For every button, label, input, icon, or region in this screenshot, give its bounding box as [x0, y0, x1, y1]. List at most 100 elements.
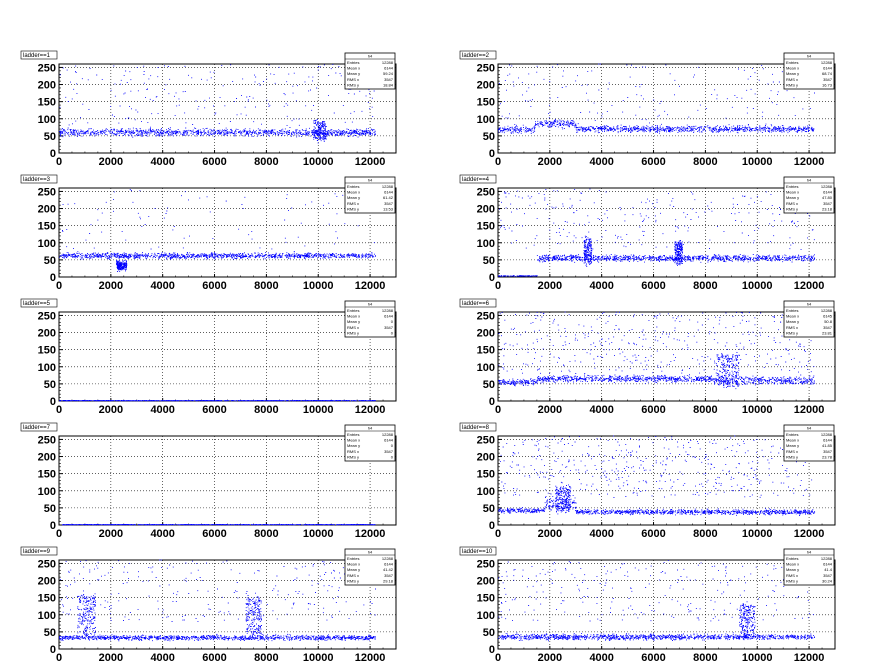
y-tick-label: 50	[44, 131, 56, 143]
stats-label: RMS x	[347, 573, 359, 578]
stats-value: 3547	[823, 449, 833, 454]
x-tick-label: 6000	[202, 280, 226, 292]
stats-label: Entries	[786, 432, 798, 437]
y-tick-label: 0	[489, 148, 495, 160]
stats-label: Entries	[786, 184, 798, 189]
stats-value: 0	[391, 443, 394, 448]
y-tick-label: 150	[38, 221, 56, 233]
stats-value: 23.81	[822, 330, 833, 335]
stats-box: h4 Entries 12288 Mean x 6144 Mean y 0 RMS x 3547…	[344, 424, 396, 462]
stats-label: Mean x	[786, 438, 799, 443]
x-tick-label: 4000	[589, 404, 613, 416]
y-tick-label: 200	[38, 576, 56, 588]
y-tick-label: 200	[477, 204, 495, 216]
x-tick-label: 10000	[742, 280, 773, 292]
stats-label: Mean x	[786, 66, 799, 71]
stats-value: 12288	[382, 432, 394, 437]
x-tick-label: 10000	[303, 528, 334, 540]
stats-label: Mean y	[786, 195, 799, 200]
stats-label: Mean y	[786, 567, 799, 572]
stats-label: Mean y	[786, 71, 799, 76]
y-tick-label: 100	[477, 362, 495, 374]
stats-value: 61.42	[383, 195, 394, 200]
stats-label: RMS y	[786, 82, 798, 87]
x-tick-label: 4000	[589, 528, 613, 540]
y-tick-label: 150	[38, 97, 56, 109]
stats-value: 50.8	[824, 319, 833, 324]
scatter-points	[59, 189, 376, 272]
pad-title-text: ladder==5	[23, 301, 51, 307]
stats-label: Mean x	[347, 562, 360, 567]
stats-value: 3547	[384, 449, 394, 454]
y-tick-label: 200	[477, 328, 495, 340]
stats-value: 6144	[384, 66, 394, 71]
stats-box-name: h4	[368, 178, 373, 183]
stats-label: RMS y	[347, 454, 359, 459]
stats-box: h4 Entries 12288 Mean x 6144 Mean y 41.4 RMS x 3…	[783, 548, 835, 586]
y-tick-label: 100	[477, 486, 495, 498]
pad-title-box	[20, 422, 58, 432]
pad-title: ladder==9	[20, 546, 58, 556]
y-tick-label: 100	[477, 238, 495, 250]
ladder-panel-4: 0 2000 4000 6000 8000 10000 12000 0 50 100 150 200 2…	[459, 174, 836, 292]
x-tick-label: 6000	[641, 528, 665, 540]
stats-value: 12288	[821, 556, 833, 561]
y-tick-label: 250	[38, 558, 56, 570]
plot-frame	[58, 435, 397, 526]
pad-title: ladder==3	[20, 174, 58, 184]
x-tick-label: 10000	[303, 404, 334, 416]
stats-label: RMS y	[347, 82, 359, 87]
ladder-panel-8: 0 2000 4000 6000 8000 10000 12000 0 50 100 150 200 2…	[459, 422, 836, 540]
x-tick-label: 10000	[303, 652, 334, 664]
stats-label: Mean x	[347, 314, 360, 319]
y-tick-label: 100	[477, 610, 495, 622]
x-tick-label: 4000	[589, 280, 613, 292]
stats-value: 3547	[823, 77, 833, 82]
x-tick-label: 8000	[254, 404, 278, 416]
y-tick-label: 50	[44, 255, 56, 267]
plot-frame	[497, 311, 836, 402]
y-tick-label: 50	[44, 379, 56, 391]
stats-value: 12288	[382, 556, 394, 561]
stats-box: h4 Entries 12288 Mean x 6144 Mean y 41.42 RMS x…	[344, 548, 396, 586]
stats-box-name: h4	[368, 302, 373, 307]
y-tick-label: 150	[477, 97, 495, 109]
y-tick-label: 200	[38, 328, 56, 340]
y-tick-label: 50	[483, 627, 495, 639]
y-tick-label: 50	[483, 503, 495, 515]
x-tick-label: 8000	[254, 280, 278, 292]
stats-label: Mean y	[347, 319, 360, 324]
stats-label: RMS x	[347, 201, 359, 206]
stats-box-name: h4	[368, 54, 373, 59]
stats-box-name: h4	[807, 550, 812, 555]
pad-title-text: ladder==9	[23, 549, 51, 555]
y-tick-label: 250	[38, 310, 56, 322]
x-tick-label: 0	[495, 404, 501, 416]
stats-box-name: h4	[807, 302, 812, 307]
stats-label: Mean y	[347, 567, 360, 572]
scatter-points	[498, 435, 816, 517]
scatter-points	[498, 63, 815, 135]
x-tick-label: 0	[56, 652, 62, 664]
stats-box: h4 Entries 12288 Mean x 6144 Mean y 47.80 RMS x…	[783, 176, 835, 214]
y-tick-label: 50	[44, 503, 56, 515]
plot-frame	[497, 63, 836, 154]
stats-value: 12288	[821, 308, 833, 313]
stats-label: Entries	[347, 60, 359, 65]
y-tick-label: 150	[38, 345, 56, 357]
stats-value: 3547	[384, 573, 394, 578]
stats-label: Entries	[347, 556, 359, 561]
y-tick-label: 100	[38, 610, 56, 622]
y-tick-label: 250	[38, 434, 56, 446]
stats-label: Mean x	[786, 190, 799, 195]
x-tick-label: 8000	[693, 528, 717, 540]
ladder-panel-9: 0 2000 4000 6000 8000 10000 12000 0 50 100 150 200 2…	[20, 546, 397, 664]
y-tick-label: 250	[477, 186, 495, 198]
y-tick-label: 50	[483, 255, 495, 267]
pad-title: ladder==6	[459, 298, 497, 308]
x-tick-label: 2000	[99, 528, 123, 540]
y-tick-label: 0	[50, 520, 56, 532]
stats-label: RMS y	[786, 206, 798, 211]
stats-box-name: h4	[807, 54, 812, 59]
y-tick-label: 150	[38, 469, 56, 481]
